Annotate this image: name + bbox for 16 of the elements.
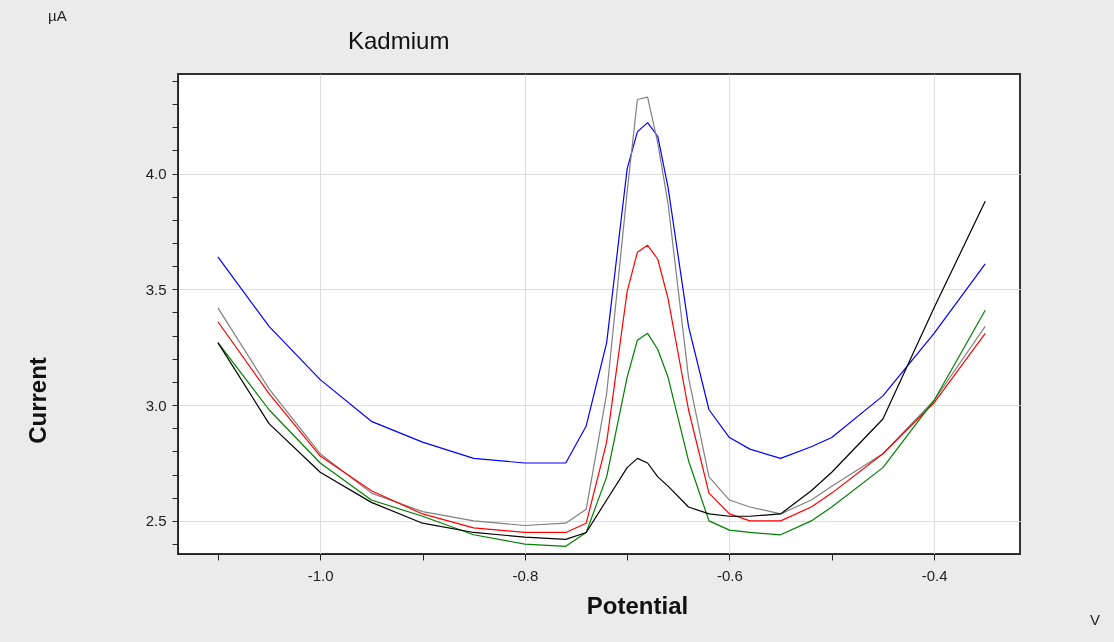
line-series	[217, 122, 986, 464]
x-tick-label: -1.0	[307, 566, 334, 584]
text: V	[1089, 611, 1100, 628]
y-tick-label: 2.5	[145, 512, 167, 530]
x-tick-label: -0.8	[512, 566, 539, 584]
x-tick-label: -0.4	[921, 566, 948, 584]
line-series	[217, 96, 986, 527]
chart-title: Kadmium	[348, 27, 450, 54]
line-series	[217, 309, 986, 547]
y-axis-title: Current	[23, 357, 51, 444]
text: µA	[48, 7, 67, 24]
y-tick-label: 3.0	[145, 396, 167, 414]
x-tick-label: -0.6	[717, 566, 743, 584]
y-tick-label: 3.5	[145, 280, 167, 298]
x-axis-title: Potential	[586, 591, 689, 619]
y-tick-label: 4.0	[145, 165, 167, 183]
